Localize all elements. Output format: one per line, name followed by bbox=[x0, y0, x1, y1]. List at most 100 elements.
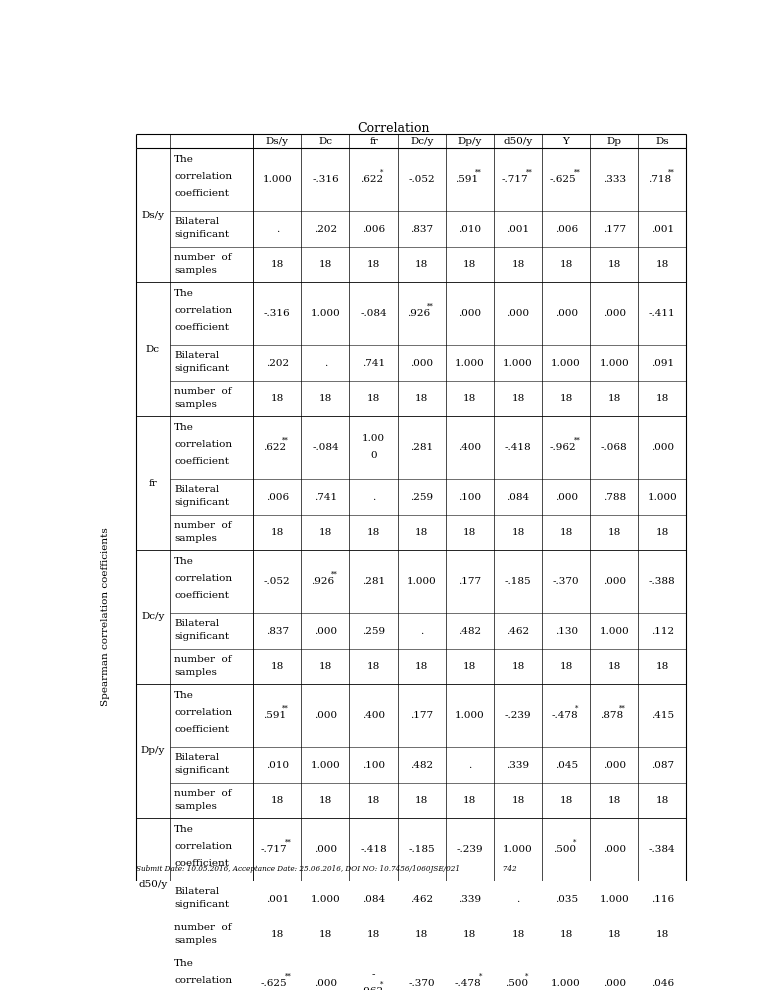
Text: .087: .087 bbox=[650, 760, 674, 769]
Text: -.185: -.185 bbox=[408, 845, 435, 854]
Text: 18: 18 bbox=[415, 931, 428, 940]
Text: *: * bbox=[380, 168, 384, 176]
Text: -.239: -.239 bbox=[456, 845, 483, 854]
Text: 18: 18 bbox=[271, 394, 284, 403]
Text: **: ** bbox=[285, 839, 291, 846]
Text: .962: .962 bbox=[360, 987, 384, 990]
Text: number  of: number of bbox=[174, 521, 232, 530]
Text: 18: 18 bbox=[512, 529, 525, 538]
Text: .591: .591 bbox=[455, 175, 479, 184]
Text: correlation: correlation bbox=[174, 306, 232, 315]
Text: **: ** bbox=[525, 168, 532, 176]
Text: .: . bbox=[324, 358, 327, 367]
Text: Bilateral: Bilateral bbox=[174, 619, 219, 628]
Text: .415: .415 bbox=[650, 711, 674, 720]
Text: .926: .926 bbox=[407, 309, 430, 318]
Text: 18: 18 bbox=[271, 931, 284, 940]
Text: The: The bbox=[174, 557, 194, 566]
Text: .622: .622 bbox=[360, 175, 384, 184]
Text: 18: 18 bbox=[512, 931, 525, 940]
Text: 1.000: 1.000 bbox=[311, 309, 341, 318]
Text: Dp/y: Dp/y bbox=[458, 137, 482, 146]
Text: coefficient: coefficient bbox=[174, 591, 229, 600]
Text: 18: 18 bbox=[463, 796, 476, 805]
Text: coefficient: coefficient bbox=[174, 457, 229, 466]
Text: .000: .000 bbox=[603, 979, 626, 988]
Text: .202: .202 bbox=[314, 225, 337, 234]
Text: 18: 18 bbox=[415, 260, 428, 269]
Text: fr: fr bbox=[149, 478, 157, 487]
Text: 18: 18 bbox=[271, 260, 284, 269]
Text: 18: 18 bbox=[559, 931, 573, 940]
Text: 18: 18 bbox=[512, 662, 525, 671]
Text: coefficient: coefficient bbox=[174, 323, 229, 332]
Text: 18: 18 bbox=[415, 796, 428, 805]
Text: 1.000: 1.000 bbox=[503, 358, 533, 367]
Text: correlation: correlation bbox=[174, 708, 232, 717]
Text: 18: 18 bbox=[512, 394, 525, 403]
Text: samples: samples bbox=[174, 668, 217, 677]
Text: The: The bbox=[174, 289, 194, 298]
Text: 1.000: 1.000 bbox=[551, 358, 581, 367]
Text: .000: .000 bbox=[555, 309, 578, 318]
Text: significant: significant bbox=[174, 900, 229, 909]
Text: *: * bbox=[525, 972, 528, 980]
Text: -.717: -.717 bbox=[261, 845, 288, 854]
Text: -.239: -.239 bbox=[505, 711, 532, 720]
Text: -.052: -.052 bbox=[408, 175, 435, 184]
Text: 18: 18 bbox=[607, 796, 621, 805]
Text: .006: .006 bbox=[555, 225, 578, 234]
Text: -.478: -.478 bbox=[455, 979, 482, 988]
Text: 18: 18 bbox=[559, 529, 573, 538]
Text: .837: .837 bbox=[410, 225, 433, 234]
Text: **: ** bbox=[574, 437, 581, 445]
Text: .046: .046 bbox=[650, 979, 674, 988]
Text: Bilateral: Bilateral bbox=[174, 350, 219, 359]
Text: .001: .001 bbox=[506, 225, 529, 234]
Text: samples: samples bbox=[174, 802, 217, 811]
Text: .202: .202 bbox=[265, 358, 289, 367]
Text: coefficient: coefficient bbox=[174, 725, 229, 734]
Text: .400: .400 bbox=[458, 444, 482, 452]
Text: Dp: Dp bbox=[607, 137, 622, 146]
Text: 18: 18 bbox=[367, 931, 380, 940]
Text: samples: samples bbox=[174, 534, 217, 543]
Text: **: ** bbox=[574, 168, 581, 176]
Text: 18: 18 bbox=[319, 796, 332, 805]
Text: .482: .482 bbox=[458, 627, 482, 636]
Text: .084: .084 bbox=[506, 493, 529, 502]
Text: Bilateral: Bilateral bbox=[174, 217, 219, 226]
Text: .259: .259 bbox=[362, 627, 385, 636]
Text: .878: .878 bbox=[600, 711, 623, 720]
Text: **: ** bbox=[282, 437, 289, 445]
Text: 1.000: 1.000 bbox=[599, 895, 629, 904]
Text: Ds/y: Ds/y bbox=[266, 137, 288, 146]
Text: 1.000: 1.000 bbox=[311, 895, 341, 904]
Text: .482: .482 bbox=[410, 760, 433, 769]
Text: .084: .084 bbox=[362, 895, 385, 904]
Text: .837: .837 bbox=[265, 627, 289, 636]
Text: 18: 18 bbox=[607, 662, 621, 671]
Text: 18: 18 bbox=[463, 662, 476, 671]
Text: 1.000: 1.000 bbox=[262, 175, 292, 184]
Text: 1.000: 1.000 bbox=[551, 979, 581, 988]
Text: 18: 18 bbox=[463, 931, 476, 940]
Text: *: * bbox=[380, 980, 384, 988]
Text: Bilateral: Bilateral bbox=[174, 887, 219, 896]
Text: samples: samples bbox=[174, 266, 217, 275]
Text: samples: samples bbox=[174, 400, 217, 409]
Text: **: ** bbox=[667, 168, 674, 176]
Text: Dc/y: Dc/y bbox=[410, 137, 433, 146]
Text: 18: 18 bbox=[656, 529, 669, 538]
Text: 18: 18 bbox=[319, 931, 332, 940]
Text: The: The bbox=[174, 423, 194, 432]
Text: number  of: number of bbox=[174, 923, 232, 932]
Text: .500: .500 bbox=[505, 979, 528, 988]
Text: 18: 18 bbox=[367, 796, 380, 805]
Text: 18: 18 bbox=[656, 931, 669, 940]
Text: The: The bbox=[174, 959, 194, 968]
Text: .000: .000 bbox=[458, 309, 482, 318]
Text: .000: .000 bbox=[650, 444, 674, 452]
Text: .788: .788 bbox=[603, 493, 626, 502]
Text: 0: 0 bbox=[370, 450, 377, 459]
